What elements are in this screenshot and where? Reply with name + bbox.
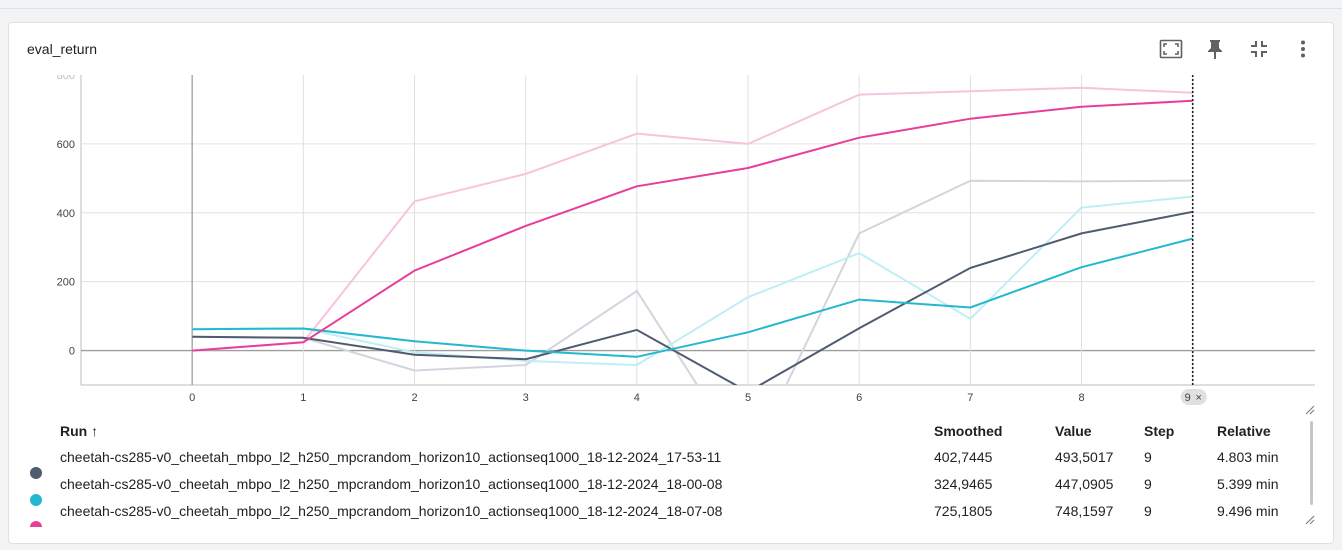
run-color-dot [30,467,42,479]
header-value[interactable]: Value [1055,423,1092,439]
x-tick-label: 8 [1078,392,1084,404]
x-tick-label: 3 [523,392,529,404]
table-row[interactable]: cheetah-cs285-v0_cheetah_mbpo_l2_h250_mp… [9,449,1333,479]
y-tick-label: 600 [57,139,75,151]
relative-time: 9.496 min [1217,503,1279,519]
smoothed-series-line-1[interactable] [192,210,1193,392]
step-cursor-chip[interactable] [1180,389,1207,405]
step-value: 9 [1144,449,1152,465]
table-scrollbar[interactable] [1310,421,1313,505]
x-tick-label: 1 [300,392,306,404]
x-tick-label: 6 [856,392,862,404]
y-tick-label-partial: 800 [57,75,75,82]
run-name: cheetah-cs285-v0_cheetah_mbpo_l2_h250_mp… [60,449,722,465]
fit-to-screen-icon [1159,39,1183,59]
collapse-button[interactable] [1241,35,1277,63]
header-run[interactable]: Run ↑ [60,423,99,439]
runs-table-header: Run ↑ Smoothed Value Step Relative [9,423,1333,443]
step-cursor-label: 9 [1185,392,1191,404]
raw-value: 748,1597 [1055,503,1114,519]
card-toolbar [1153,35,1321,63]
smoothed-value: 324,9465 [934,476,993,492]
header-step[interactable]: Step [1144,423,1175,439]
pin-button[interactable] [1197,35,1233,63]
step-value: 9 [1144,476,1152,492]
smoothed-series-line-2[interactable] [192,237,1193,358]
raw-series-line-3 [192,86,1193,352]
y-tick-label: 200 [57,277,75,289]
raw-value: 447,0905 [1055,476,1114,492]
raw-series-line-1 [192,179,1193,385]
line-chart[interactable]: 0 200 400 600 800 0 1 2 3 4 5 6 7 8 9 × [9,75,1333,415]
smoothed-series-line-3[interactable] [192,99,1193,352]
raw-value: 493,5017 [1055,449,1114,465]
more-options-button[interactable] [1285,35,1321,63]
smoothed-value: 402,7445 [934,449,993,465]
table-row[interactable]: cheetah-cs285-v0_cheetah_mbpo_l2_h250_mp… [9,503,1333,529]
run-color-dot [30,521,42,527]
raw-series-line-2 [192,195,1193,367]
header-smoothed[interactable]: Smoothed [934,423,1003,439]
y-tick-label: 0 [69,346,75,358]
step-cursor-close-icon[interactable]: × [1195,392,1201,404]
smoothed-value: 725,1805 [934,503,993,519]
relative-time: 4.803 min [1217,449,1279,465]
x-tick-label: 0 [189,392,195,404]
run-name: cheetah-cs285-v0_cheetah_mbpo_l2_h250_mp… [60,476,723,492]
fit-to-screen-button[interactable] [1153,35,1189,63]
chart-resize-handle-icon[interactable] [1305,405,1315,415]
x-tick-label: 5 [745,392,751,404]
scalar-card: eval_return 0 200 400 600 800 0 1 2 3 4 5 [8,22,1334,544]
card-title: eval_return [27,41,98,57]
run-name: cheetah-cs285-v0_cheetah_mbpo_l2_h250_mp… [60,503,723,519]
x-tick-label: 7 [967,392,973,404]
collapse-icon [1251,41,1267,57]
pin-icon [1208,40,1222,59]
header-relative[interactable]: Relative [1217,423,1271,439]
step-value: 9 [1144,503,1152,519]
x-tick-label: 2 [411,392,417,404]
table-row[interactable]: cheetah-cs285-v0_cheetah_mbpo_l2_h250_mp… [9,476,1333,506]
x-tick-label: 4 [634,392,640,404]
table-resize-handle-icon[interactable] [1305,515,1315,525]
y-tick-label: 400 [57,208,75,220]
run-color-dot [30,494,42,506]
relative-time: 5.399 min [1217,476,1279,492]
more-vert-icon [1301,40,1305,58]
top-strip [0,0,1342,9]
